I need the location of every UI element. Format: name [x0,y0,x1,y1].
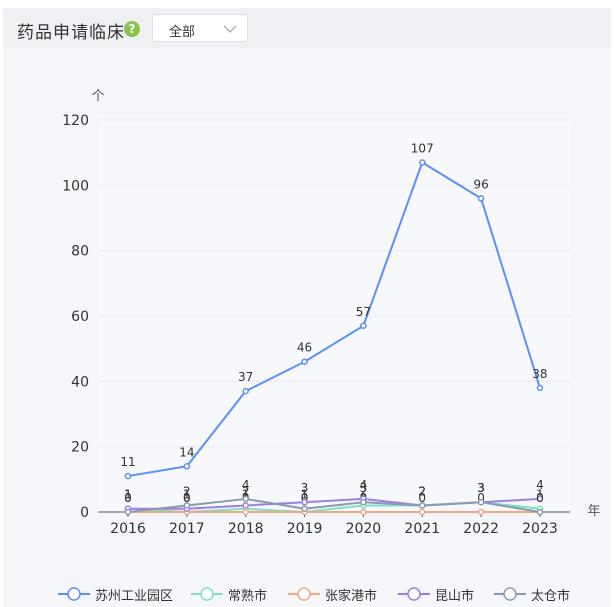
data-label: 1 [301,488,309,502]
data-label: 38 [532,367,547,381]
legend-label: 常熟市 [228,589,268,604]
data-label: 107 [411,141,434,155]
data-point [536,508,544,516]
data-point [183,463,191,470]
y-tick-label: 60 [71,309,89,325]
data-label: 0 [536,491,544,505]
series-line [127,497,541,513]
data-label: 37 [238,370,253,384]
panel-header: 药品申请临床 ? 全部 [3,8,611,48]
data-label: 11 [120,455,135,469]
data-label: 46 [297,341,312,355]
data-point [301,358,308,365]
data-point [242,508,249,516]
data-point [124,508,132,516]
y-tick-label: 120 [62,113,89,129]
x-tick-label: 2020 [346,521,382,537]
data-label: 0 [183,491,191,505]
x-axis-unit: 年 [587,504,600,519]
legend-label: 张家港市 [325,589,378,604]
data-label: 4 [536,478,544,492]
legend-line-marker [58,587,90,601]
data-label: 3 [477,481,485,495]
data-label: 2 [360,484,368,498]
data-point [419,508,426,516]
data-point [477,195,485,202]
data-point [536,495,544,503]
data-point [360,498,367,506]
chevron-down-icon [223,25,237,33]
y-tick-label: 100 [62,178,89,194]
data-point [242,387,249,395]
data-label: 0 [183,491,191,505]
region-filter-select[interactable]: 全部 [152,14,248,42]
data-point [419,502,426,509]
data-label: 4 [242,478,250,492]
legend-line-marker [191,587,223,601]
data-label: 2 [418,484,426,498]
page-title: 药品申请临床 [17,23,125,43]
data-point [301,498,308,506]
data-label: 3 [477,481,485,495]
data-label: 0 [418,491,426,505]
data-label: 1 [183,488,191,502]
legend-label: 昆山市 [435,589,475,604]
legend-line-marker [398,587,430,601]
x-tick-label: 2022 [463,521,499,537]
data-label: 3 [301,481,309,495]
data-point [360,322,367,330]
y-tick-label: 40 [71,374,89,390]
data-label: 96 [473,177,488,191]
data-label: 4 [360,478,368,492]
legend-line-marker [288,587,320,601]
y-tick-label: 80 [71,244,89,260]
series-line [127,161,541,478]
data-point [477,508,485,516]
data-label: 1 [124,488,132,502]
data-label: 0 [477,491,485,505]
data-label: 3 [360,481,368,495]
data-point [183,502,191,509]
legend-label: 苏州工业园区 [95,589,174,604]
y-tick-label: 20 [71,440,89,456]
data-label: 0 [301,491,309,505]
y-axis-unit: 个 [91,89,104,104]
x-tick-label: 2021 [404,521,440,537]
data-label: 3 [477,481,485,495]
data-label: 0 [124,491,132,505]
question-circle-icon[interactable]: ? [124,21,140,37]
data-point [360,508,367,516]
legend-line-marker [494,587,526,601]
series-5: 0 2 41 3 2 30 [124,478,544,516]
x-tick-label: 2017 [169,521,205,537]
x-tick-label: 2019 [287,521,323,537]
data-point [536,384,544,392]
data-label: 1 [242,488,250,502]
data-label: 1 [124,488,132,502]
series-1: 11 14 37 46 57 107 96 38 [120,141,548,480]
data-label: 57 [356,305,371,319]
x-tick-label: 2016 [110,521,146,537]
data-label: 14 [179,445,194,459]
data-label: 2 [183,484,191,498]
data-label: 0 [124,491,132,505]
x-tick-label: 2018 [228,521,264,537]
data-label: 2 [418,484,426,498]
y-tick-label: 0 [80,505,89,521]
data-point [301,505,308,512]
legend-label: 太仓市 [531,589,571,604]
data-label: 2 [242,484,250,498]
data-point [419,159,426,166]
data-label: 0 [301,491,309,505]
region-filter-value: 全部 [169,25,196,40]
x-tick-label: 2023 [522,521,558,537]
data-point [124,472,132,480]
data-label: 2 [418,484,426,498]
data-point [477,498,485,506]
data-point [242,502,249,509]
data-point [242,495,249,503]
data-label: 1 [536,488,544,502]
